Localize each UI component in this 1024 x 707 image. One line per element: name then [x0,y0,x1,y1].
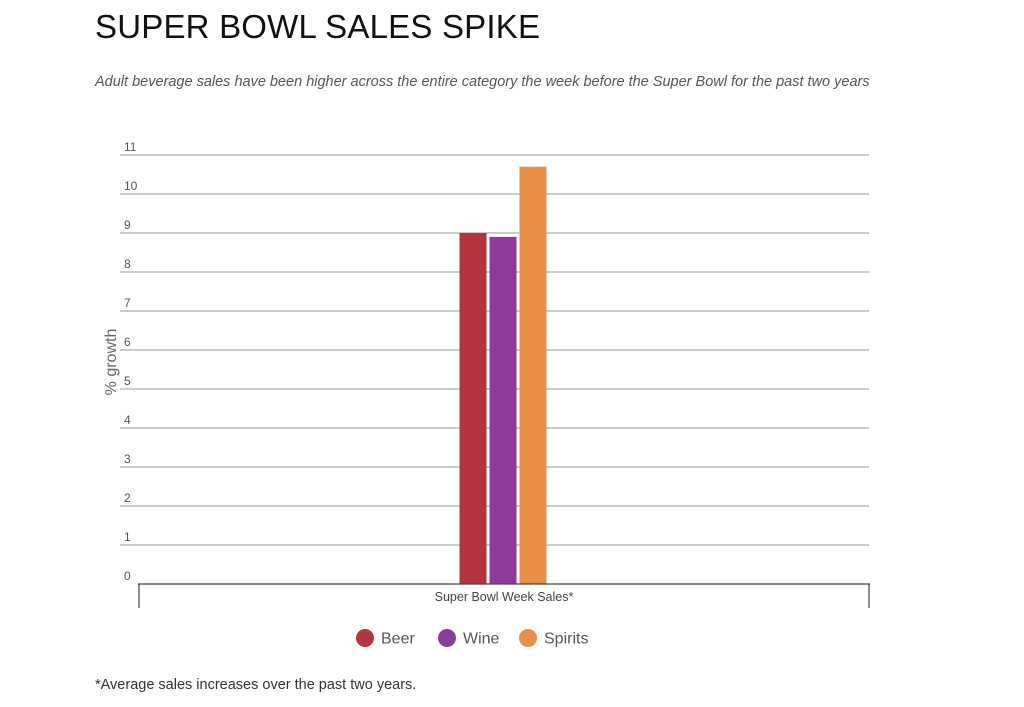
legend-swatch-wine [438,629,456,647]
x-axis: Super Bowl Week Sales* [138,583,870,608]
y-tick-label: 4 [124,413,131,427]
chart-title: SUPER BOWL SALES SPIKE [95,8,541,45]
bars [459,166,547,584]
bar-beer [459,233,487,584]
y-tick-label: 9 [124,218,131,232]
legend-swatch-spirits [519,629,537,647]
y-tick-label: 5 [124,374,131,388]
bar-spirits [519,166,547,584]
y-tick-label: 2 [124,491,131,505]
legend: Beer Wine Spirits [356,629,588,648]
footnote: *Average sales increases over the past t… [95,677,417,693]
y-tick-labels: 0 1 2 3 4 5 6 7 8 9 10 11 [124,140,138,583]
legend-label-beer: Beer [381,631,415,648]
chart-subtitle: Adult beverage sales have been higher ac… [95,74,870,90]
y-axis-label: % growth [103,329,120,396]
legend-label-spirits: Spirits [544,631,588,648]
y-tick-label: 7 [124,296,131,310]
bar-wine [489,236,517,584]
legend-label-wine: Wine [463,631,500,648]
y-tick-label: 11 [124,140,137,154]
legend-swatch-beer [356,629,374,647]
y-tick-label: 10 [124,179,138,193]
y-tick-label: 8 [124,257,131,271]
y-tick-label: 3 [124,452,131,466]
x-category-label: Super Bowl Week Sales* [435,590,574,604]
y-tick-label: 6 [124,335,131,349]
y-tick-label: 0 [124,569,131,583]
y-tick-label: 1 [124,530,131,544]
